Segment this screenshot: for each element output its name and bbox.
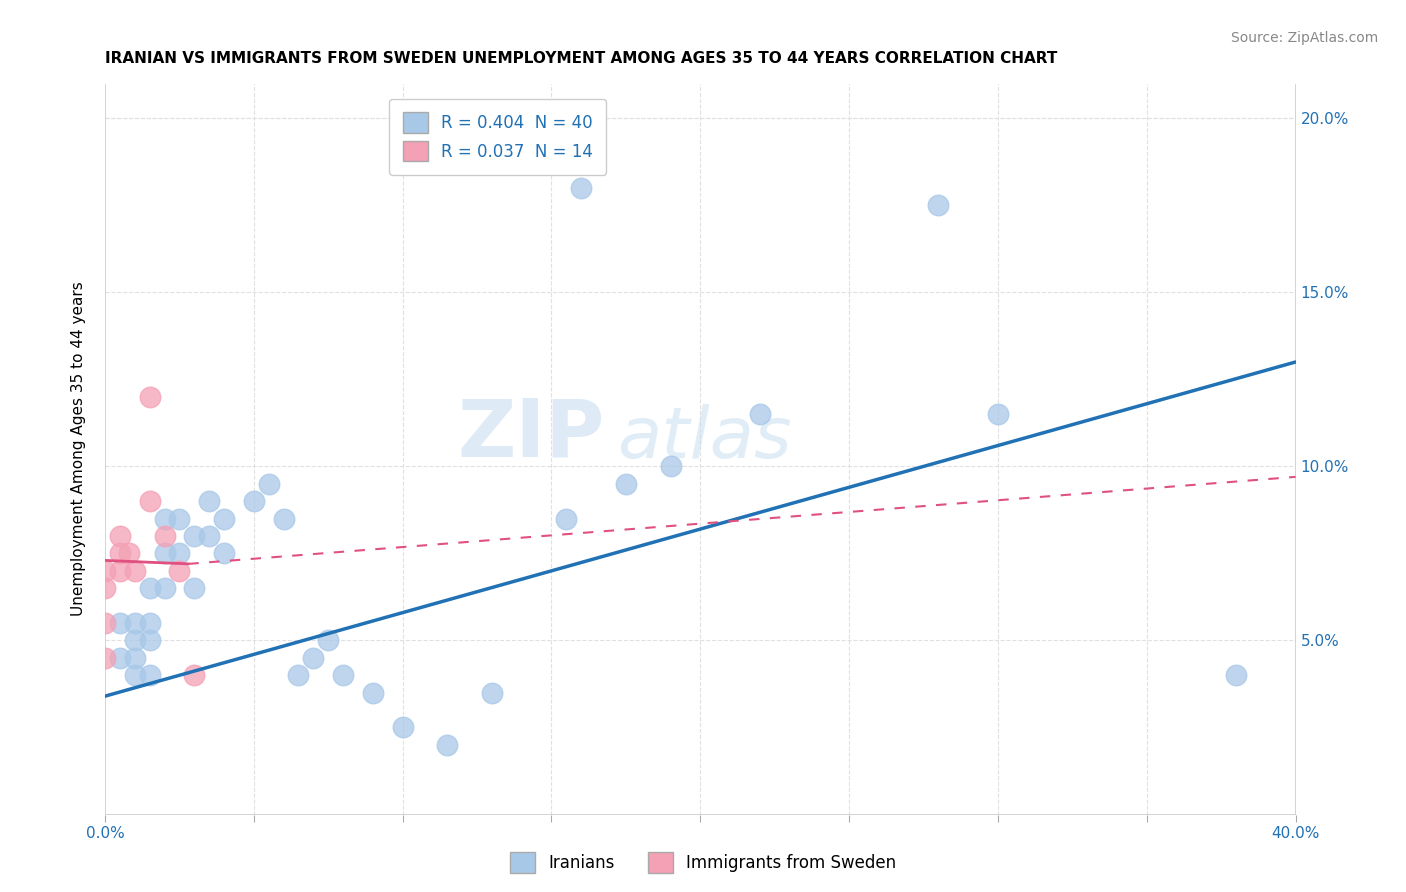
- Text: atlas: atlas: [617, 403, 792, 473]
- Point: [94, 581, 117, 595]
- Point: [108, 529, 131, 543]
- Legend: R = 0.404  N = 40, R = 0.037  N = 14: R = 0.404 N = 40, R = 0.037 N = 14: [389, 99, 606, 175]
- Point: [659, 459, 682, 474]
- Legend: Iranians, Immigrants from Sweden: Iranians, Immigrants from Sweden: [503, 846, 903, 880]
- Point: [153, 546, 176, 560]
- Point: [124, 615, 146, 630]
- Point: [138, 615, 160, 630]
- Point: [569, 181, 592, 195]
- Point: [108, 615, 131, 630]
- Point: [302, 651, 325, 665]
- Point: [94, 615, 117, 630]
- Point: [138, 494, 160, 508]
- Point: [124, 651, 146, 665]
- Point: [138, 581, 160, 595]
- Point: [748, 407, 770, 421]
- Point: [1225, 668, 1247, 682]
- Point: [361, 686, 384, 700]
- Point: [614, 476, 637, 491]
- Point: [94, 564, 117, 578]
- Point: [108, 651, 131, 665]
- Point: [212, 546, 235, 560]
- Point: [212, 511, 235, 525]
- Point: [183, 668, 205, 682]
- Point: [153, 581, 176, 595]
- Point: [273, 511, 295, 525]
- Point: [436, 738, 458, 752]
- Point: [124, 633, 146, 648]
- Point: [391, 721, 413, 735]
- Point: [153, 511, 176, 525]
- Point: [257, 476, 280, 491]
- Point: [481, 686, 503, 700]
- Text: ZIP: ZIP: [458, 395, 605, 474]
- Point: [198, 529, 221, 543]
- Point: [138, 390, 160, 404]
- Point: [124, 564, 146, 578]
- Point: [138, 668, 160, 682]
- Point: [183, 581, 205, 595]
- Point: [94, 651, 117, 665]
- Point: [169, 564, 191, 578]
- Text: IRANIAN VS IMMIGRANTS FROM SWEDEN UNEMPLOYMENT AMONG AGES 35 TO 44 YEARS CORRELA: IRANIAN VS IMMIGRANTS FROM SWEDEN UNEMPL…: [105, 51, 1057, 66]
- Point: [169, 511, 191, 525]
- Point: [138, 633, 160, 648]
- Point: [316, 633, 339, 648]
- Point: [987, 407, 1010, 421]
- Point: [555, 511, 578, 525]
- Point: [927, 198, 949, 212]
- Point: [287, 668, 309, 682]
- Point: [153, 529, 176, 543]
- Point: [198, 494, 221, 508]
- Y-axis label: Unemployment Among Ages 35 to 44 years: Unemployment Among Ages 35 to 44 years: [72, 282, 86, 616]
- Point: [108, 564, 131, 578]
- Point: [243, 494, 266, 508]
- Text: Source: ZipAtlas.com: Source: ZipAtlas.com: [1230, 31, 1378, 45]
- Point: [124, 668, 146, 682]
- Point: [118, 546, 141, 560]
- Point: [183, 529, 205, 543]
- Point: [332, 668, 354, 682]
- Point: [169, 546, 191, 560]
- Point: [108, 546, 131, 560]
